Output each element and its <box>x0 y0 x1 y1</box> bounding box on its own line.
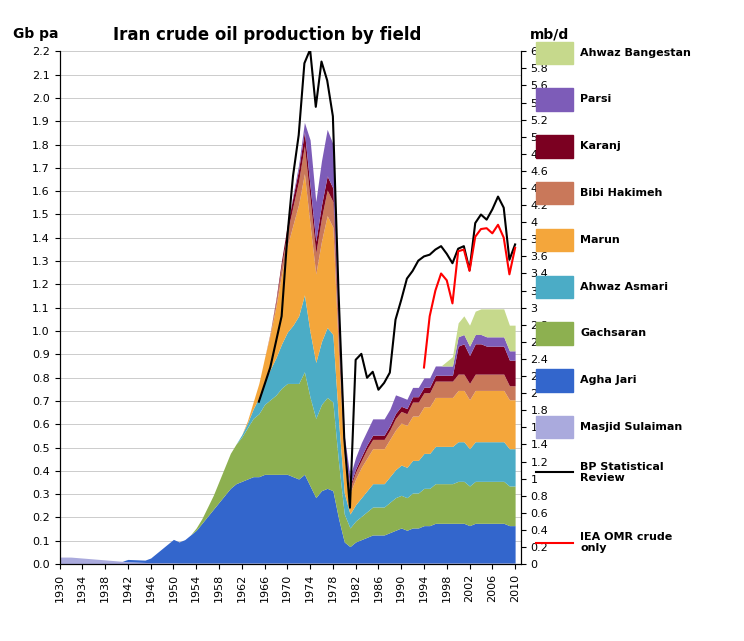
Text: IEA OMR crude
only: IEA OMR crude only <box>580 532 673 553</box>
Text: Agha Jari: Agha Jari <box>580 375 637 385</box>
Text: Ahwaz Bangestan: Ahwaz Bangestan <box>580 47 691 58</box>
Text: Gachsaran: Gachsaran <box>580 328 647 338</box>
Text: Masjid Sulaiman: Masjid Sulaiman <box>580 422 682 432</box>
Text: Karanj: Karanj <box>580 141 621 151</box>
Text: Parsi: Parsi <box>580 94 612 104</box>
Text: mb/d: mb/d <box>530 27 569 41</box>
Title: Iran crude oil production by field: Iran crude oil production by field <box>113 26 421 44</box>
Text: Ahwaz Asmari: Ahwaz Asmari <box>580 281 668 292</box>
Text: Gb pa: Gb pa <box>13 27 59 41</box>
Text: BP Statistical
Review: BP Statistical Review <box>580 462 664 483</box>
Text: Marun: Marun <box>580 235 620 245</box>
Text: Bibi Hakimeh: Bibi Hakimeh <box>580 188 663 198</box>
